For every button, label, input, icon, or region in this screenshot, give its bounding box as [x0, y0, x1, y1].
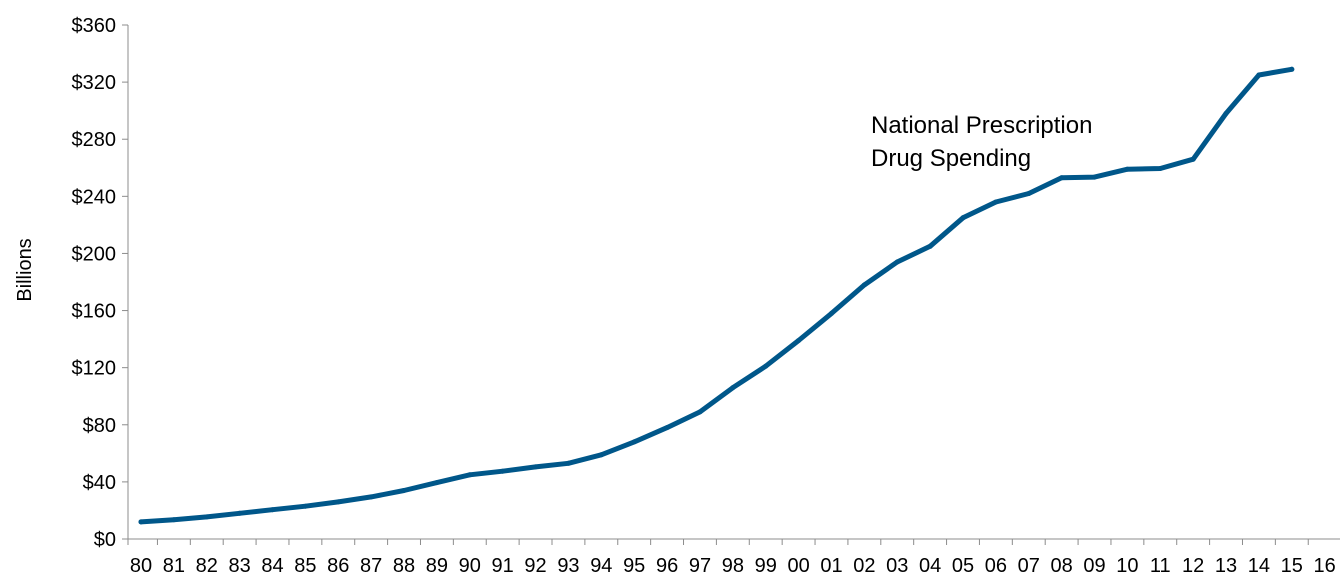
data-point: [401, 488, 407, 493]
series-annotation-line-1: National Prescription: [871, 112, 1092, 139]
y-tick-label: $0: [94, 529, 116, 551]
data-point: [763, 363, 769, 369]
x-tick-label: 03: [886, 555, 908, 577]
x-tick-label: 00: [787, 555, 809, 577]
x-tick-label: 96: [656, 555, 678, 577]
x-tick-label: 97: [689, 555, 711, 577]
data-point: [664, 425, 670, 431]
data-point: [894, 259, 900, 265]
x-tick-label: 12: [1182, 555, 1204, 577]
x-tick-label: 89: [426, 555, 448, 577]
x-tick-label: 94: [590, 555, 612, 577]
y-tick-label: $160: [72, 301, 117, 323]
data-point: [565, 460, 571, 466]
x-axis: 80 81 82 83 84 85 86 87 88 89 90 91 92 93 94 95 96 97 98 99…: [127, 538, 1340, 577]
data-point: [829, 310, 834, 316]
x-tick-label: 83: [229, 555, 251, 577]
data-point: [1059, 175, 1065, 181]
x-tick-label: 04: [919, 555, 941, 577]
x-tick-label: 80: [130, 555, 152, 577]
x-tick-label: 90: [459, 555, 481, 577]
data-point: [335, 499, 341, 505]
x-tick-label: 86: [327, 555, 349, 577]
x-tick-label: 11: [1150, 555, 1171, 577]
x-tick-label: 16: [1314, 555, 1336, 577]
data-point: [631, 439, 637, 445]
data-point: [1223, 111, 1229, 116]
data-point: [1289, 66, 1295, 72]
data-point: [1026, 191, 1032, 196]
x-tick-label: 13: [1215, 555, 1237, 577]
data-point: [467, 472, 473, 478]
data-point: [204, 514, 210, 520]
data-point: [1256, 72, 1262, 78]
data-point: [302, 503, 308, 509]
data-point: [171, 517, 177, 523]
x-tick-label: 02: [853, 555, 875, 577]
data-point: [927, 243, 933, 249]
y-tick-label: $360: [72, 15, 117, 37]
series-line: [138, 66, 1295, 525]
data-point: [500, 468, 506, 474]
x-tick-label: 81: [163, 555, 185, 577]
data-point: [697, 409, 703, 415]
y-axis: $0 $40 $80 $120 $160 $200 $240 $280 $320 $360: [72, 15, 129, 551]
data-point: [1190, 156, 1196, 162]
data-point: [138, 519, 144, 525]
data-point: [1092, 174, 1097, 180]
y-tick-label: $200: [72, 243, 117, 265]
data-point: [796, 338, 802, 343]
x-tick-label: 88: [393, 555, 415, 577]
x-tick-label: 07: [1018, 555, 1040, 577]
x-tick-label: 99: [755, 555, 777, 577]
y-axis-title: Billions: [14, 238, 36, 301]
y-tick-label: $320: [72, 72, 117, 94]
data-point: [861, 282, 867, 288]
data-point: [993, 199, 999, 205]
x-tick-label: 91: [492, 555, 514, 577]
x-tick-label: 10: [1116, 555, 1138, 577]
data-point: [270, 507, 275, 513]
x-tick-label: 95: [623, 555, 645, 577]
data-point: [237, 510, 243, 516]
x-tick-label: 14: [1248, 555, 1270, 577]
x-tick-label: 84: [261, 555, 283, 577]
x-tick-label: 98: [722, 555, 744, 577]
data-point: [434, 480, 440, 486]
x-tick-label: 01: [820, 555, 842, 577]
x-tick-label: 05: [952, 555, 974, 577]
x-tick-label: 06: [985, 555, 1007, 577]
plot-area: [138, 66, 1295, 525]
data-point: [598, 452, 604, 458]
x-tick-label: 82: [196, 555, 218, 577]
x-tick-label: 85: [294, 555, 316, 577]
y-tick-label: $120: [72, 358, 117, 380]
data-point: [1124, 166, 1130, 172]
x-tick-label: 92: [524, 555, 546, 577]
y-tick-label: $80: [83, 415, 116, 437]
data-point: [368, 494, 374, 500]
data-point: [533, 464, 539, 470]
y-tick-label: $280: [72, 129, 117, 151]
y-tick-label: $240: [72, 186, 117, 208]
x-tick-label: 93: [557, 555, 579, 577]
data-point: [1157, 166, 1163, 171]
x-tick-label: 09: [1083, 555, 1105, 577]
x-tick-label: 87: [360, 555, 382, 577]
x-tick-label: 08: [1051, 555, 1073, 577]
y-tick-label: $40: [83, 472, 116, 494]
data-point: [960, 215, 966, 221]
x-tick-label: 15: [1281, 555, 1303, 577]
data-point: [730, 385, 736, 391]
series-annotation-line-2: Drug Spending: [871, 145, 1031, 172]
